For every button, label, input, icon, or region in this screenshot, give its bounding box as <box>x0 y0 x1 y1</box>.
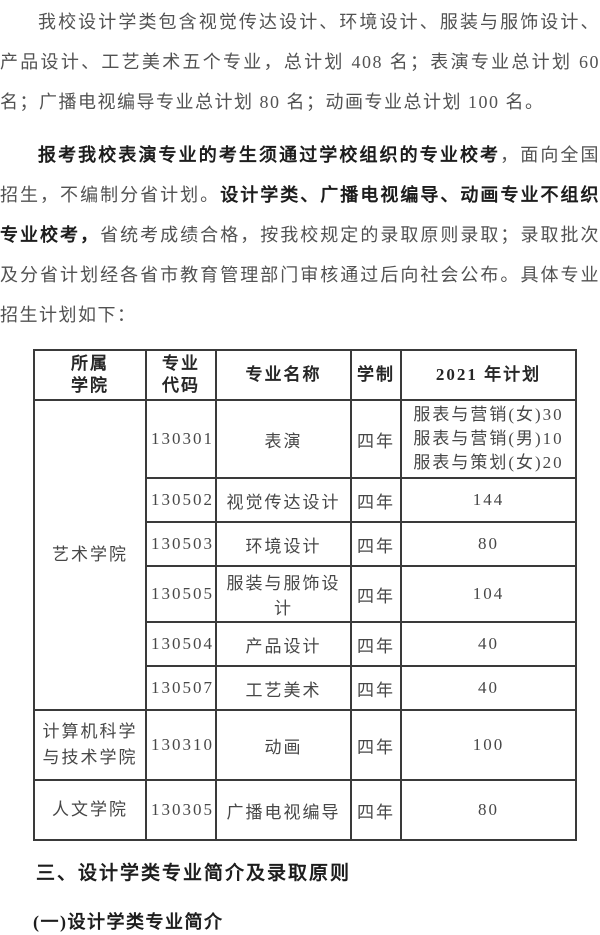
plan-line-1: 服表与营销(女)30 <box>413 405 564 424</box>
cell-plan: 40 <box>400 621 577 667</box>
cell-major: 表演 <box>215 399 352 479</box>
cell-duration: 四年 <box>350 477 402 523</box>
cell-duration: 四年 <box>350 399 402 479</box>
enrollment-plan-table: 所属 学院 专业 代码 专业名称 学制 2021 年计划 艺术学院 130301… <box>33 349 577 841</box>
cell-plan: 80 <box>400 779 577 841</box>
exam-policy-bold-2: 设计学类、广播电视编导、动画专业不组织专业校考， <box>0 185 600 245</box>
plan-line-2: 服表与营销(男)10 <box>413 429 564 448</box>
header-2021-plan: 2021 年计划 <box>400 349 577 401</box>
exam-policy-regular-1: ，面向全国招生，不编制分省计划。 <box>0 145 600 205</box>
cell-code: 130503 <box>145 521 217 567</box>
table-row-product-design: 130504 产品设计 四年 40 <box>34 621 577 667</box>
cell-duration: 四年 <box>350 709 402 781</box>
cell-major: 产品设计 <box>215 621 352 667</box>
exam-policy-bold-1: 报考我校表演专业的考生须通过学校组织的专业校考 <box>38 145 501 165</box>
table-row-fashion-design: 130505 服装与服饰设计 四年 104 <box>34 565 577 623</box>
paragraph-plan-summary: 我校设计学类包含视觉传达设计、环境设计、服装与服饰设计、产品设计、工艺美术五个专… <box>0 2 600 122</box>
paragraph-exam-policy: 报考我校表演专业的考生须通过学校组织的专业校考，面向全国招生，不编制分省计划。设… <box>0 135 600 335</box>
table-row-environment-design: 130503 环境设计 四年 80 <box>34 521 577 567</box>
cell-code: 130504 <box>145 621 217 667</box>
header-major-code: 专业 代码 <box>145 349 217 401</box>
cell-code: 130305 <box>145 779 217 841</box>
header-college: 所属 学院 <box>33 349 147 401</box>
cell-college-art: 艺术学院 <box>33 399 147 711</box>
cell-duration: 四年 <box>350 621 402 667</box>
table-row-visual-design: 130502 视觉传达设计 四年 144 <box>34 477 577 523</box>
header-duration: 学制 <box>350 349 402 401</box>
header-major-name: 专业名称 <box>215 349 352 401</box>
cell-plan: 144 <box>400 477 577 523</box>
cell-code: 130502 <box>145 477 217 523</box>
cell-code: 130310 <box>145 709 217 781</box>
table-row-broadcast: 人文学院 130305 广播电视编导 四年 80 <box>33 779 577 841</box>
cell-duration: 四年 <box>350 779 402 841</box>
cell-duration: 四年 <box>350 665 402 711</box>
exam-policy-regular-2: 省统考成绩合格，按我校规定的录取原则录取；录取批次及分省计划经各省市教育管理部门… <box>0 225 600 325</box>
cell-duration: 四年 <box>350 521 402 567</box>
cell-college-humanities: 人文学院 <box>33 779 147 841</box>
cell-duration: 四年 <box>350 565 402 623</box>
cell-code: 130301 <box>145 399 217 479</box>
paragraph-text: 我校设计学类包含视觉传达设计、环境设计、服装与服饰设计、产品设计、工艺美术五个专… <box>0 12 600 112</box>
cell-major: 动画 <box>215 709 352 781</box>
table-row-arts-crafts: 130507 工艺美术 四年 40 <box>34 665 577 711</box>
cell-plan: 40 <box>400 665 577 711</box>
table-header-row: 所属 学院 专业 代码 专业名称 学制 2021 年计划 <box>33 349 577 401</box>
section-heading: 三、设计学类专业简介及录取原则 <box>36 863 352 884</box>
cell-code: 130507 <box>145 665 217 711</box>
cell-plan: 104 <box>400 565 577 623</box>
cell-major: 工艺美术 <box>215 665 352 711</box>
cell-college-cs: 计算机科学 与技术学院 <box>33 709 147 781</box>
cell-code: 130505 <box>145 565 217 623</box>
cell-major: 环境设计 <box>215 521 352 567</box>
cell-plan: 服表与营销(女)30 服表与营销(男)10 服表与策划(女)20 <box>400 399 577 479</box>
table-row-animation: 计算机科学 与技术学院 130310 动画 四年 100 <box>33 709 577 781</box>
cell-plan: 80 <box>400 521 577 567</box>
cell-plan: 100 <box>400 709 577 781</box>
cell-major: 服装与服饰设计 <box>215 565 352 623</box>
table-row-performance: 艺术学院 130301 表演 四年 服表与营销(女)30 服表与营销(男)10 … <box>33 399 577 711</box>
cell-major: 视觉传达设计 <box>215 477 352 523</box>
plan-line-3: 服表与策划(女)20 <box>413 453 564 472</box>
cell-major: 广播电视编导 <box>215 779 352 841</box>
subsection-heading: (一)设计学类专业简介 <box>33 912 224 932</box>
